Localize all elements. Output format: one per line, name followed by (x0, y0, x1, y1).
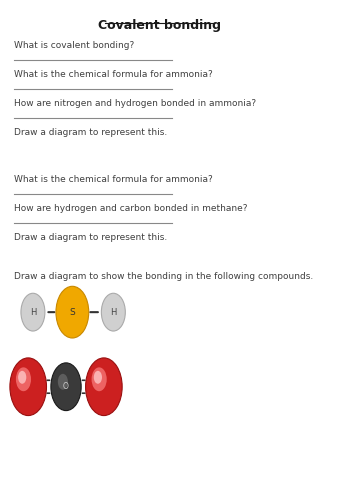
Text: How are hydrogen and carbon bonded in methane?: How are hydrogen and carbon bonded in me… (14, 204, 247, 214)
Text: H: H (30, 308, 36, 316)
Circle shape (10, 358, 46, 416)
Circle shape (51, 363, 81, 410)
Circle shape (94, 371, 102, 384)
Text: Draw a diagram to represent this.: Draw a diagram to represent this. (14, 128, 167, 136)
Circle shape (58, 374, 68, 390)
Circle shape (21, 294, 45, 331)
Text: What is the chemical formula for ammonia?: What is the chemical formula for ammonia… (14, 176, 213, 184)
Text: How are nitrogen and hydrogen bonded in ammonia?: How are nitrogen and hydrogen bonded in … (14, 99, 256, 108)
Text: What is covalent bonding?: What is covalent bonding? (14, 41, 134, 50)
Text: O: O (63, 382, 69, 391)
Circle shape (92, 368, 107, 391)
Circle shape (56, 286, 89, 338)
Circle shape (101, 294, 125, 331)
Text: S: S (69, 308, 75, 316)
Text: Draw a diagram to show the bonding in the following compounds.: Draw a diagram to show the bonding in th… (14, 272, 313, 281)
Text: Draw a diagram to represent this.: Draw a diagram to represent this. (14, 233, 167, 242)
Text: What is the chemical formula for ammonia?: What is the chemical formula for ammonia… (14, 70, 213, 79)
Text: H: H (110, 308, 116, 316)
Text: Covalent bonding: Covalent bonding (98, 19, 221, 32)
Circle shape (18, 371, 26, 384)
Circle shape (86, 358, 122, 416)
Circle shape (16, 368, 31, 391)
